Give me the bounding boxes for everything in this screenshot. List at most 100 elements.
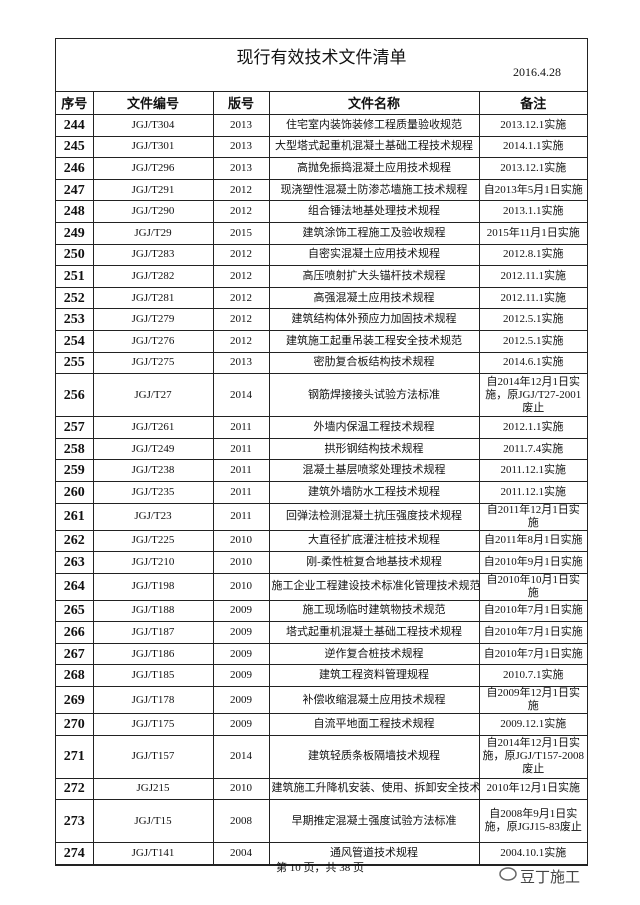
table-row: 273 JGJ/T15 2008 早期推定混凝土强度试验方法标准 自2008年9月1日实… [56, 799, 587, 844]
cell: JGJ/T290 [92, 200, 214, 223]
cell: 267 [56, 642, 94, 666]
cell: 施工企业工程建设技术标准化管理技术规范 [268, 572, 480, 601]
cell: JGJ/T27 [92, 373, 214, 418]
cell: 265 [56, 599, 94, 623]
cell: JGJ/T296 [92, 157, 214, 180]
cell: JGJ/T238 [92, 459, 214, 482]
cell: 2012.11.1实施 [478, 286, 587, 310]
table-row: 274 JGJ/T141 2004 通风管道技术规程 2004.10.1实施 [56, 842, 587, 865]
page-number: 第 10 页，共 38 页 [276, 862, 364, 874]
cell: JGJ/T249 [92, 437, 214, 461]
cell: 建筑施工起重吊装工程安全技术规范 [268, 329, 480, 353]
cell: JGJ215 [92, 777, 214, 801]
table-body: 244 JGJ/T304 2013 住宅室内装饰装修工程质量验收规范 2013.12.1… [56, 114, 587, 865]
cell: JGJ/T141 [92, 842, 214, 865]
cell: 自2014年12月1日实施，原JGJ/T27-2001废止 [478, 373, 587, 418]
cell: 大直径扩底灌注桩技术规程 [268, 529, 480, 553]
table-row: 262 JGJ/T225 2010 大直径扩底灌注桩技术规程 自2011年8月1日实施 [56, 529, 587, 553]
cell: 250 [56, 243, 94, 267]
cell: JGJ/T187 [92, 621, 214, 644]
cell: 建筑涂饰工程施工及验收规程 [268, 221, 480, 245]
cell: 2009 [212, 713, 270, 736]
cell: JGJ/T301 [92, 135, 214, 159]
table-row: 251 JGJ/T282 2012 高压喷射扩大头锚杆技术规程 2012.11.1实施 [56, 265, 587, 288]
cell: 2012 [212, 265, 270, 288]
cell: 补偿收缩混凝土应用技术规程 [268, 686, 480, 715]
cell: 2012 [212, 200, 270, 223]
cell: 262 [56, 529, 94, 553]
cell: 268 [56, 664, 94, 688]
cell: 2012.1.1实施 [478, 416, 587, 439]
cell: JGJ/T186 [92, 642, 214, 666]
cell: 混凝土基层喷浆处理技术规程 [268, 459, 480, 482]
cell: 住宅室内装饰装修工程质量验收规范 [268, 114, 480, 137]
cell: 密肋复合板结构技术规程 [268, 351, 480, 375]
table-row: 269 JGJ/T178 2009 补偿收缩混凝土应用技术规程 自2009年12月1日实… [56, 686, 587, 715]
cell: 2009 [212, 664, 270, 688]
cell: 2011 [212, 416, 270, 439]
cell: 2013.1.1实施 [478, 200, 587, 223]
cell: 2014 [212, 373, 270, 418]
cell: 251 [56, 265, 94, 288]
cell: 自2010年7月1日实施 [478, 599, 587, 623]
table-row: 253 JGJ/T279 2012 建筑结构体外预应力加固技术规程 2012.5.1实施 [56, 308, 587, 331]
table-row: 260 JGJ/T235 2011 建筑外墙防水工程技术规程 2011.12.1实施 [56, 480, 587, 504]
cell: 264 [56, 572, 94, 601]
table-row: 256 JGJ/T27 2014 钢筋焊接接头试验方法标准 自2014年12月1日实施，… [56, 373, 587, 418]
cell: 249 [56, 221, 94, 245]
cell: JGJ/T178 [92, 686, 214, 715]
cell: JGJ/T275 [92, 351, 214, 375]
cell: 自2010年9月1日实施 [478, 551, 587, 574]
cell: 2010 [212, 777, 270, 801]
table-row: 246 JGJ/T296 2013 高抛免振捣混凝土应用技术规程 2013.12.1实施 [56, 157, 587, 180]
cell: 248 [56, 200, 94, 223]
cell: 2014 [212, 734, 270, 779]
cell: 2012.5.1实施 [478, 329, 587, 353]
table-row: 247 JGJ/T291 2012 现浇塑性混凝土防渗芯墙施工技术规程 自2013年5月… [56, 178, 587, 202]
table-row: 268 JGJ/T185 2009 建筑工程资料管理规程 2010.7.1实施 [56, 664, 587, 688]
cell: 自2014年12月1日实施，原JGJ/T157-2008废止 [478, 734, 587, 779]
table-row: 272JGJ2152010建筑施工升降机安装、使用、拆卸安全技术规程2010年1… [56, 777, 587, 801]
cell: 2012 [212, 329, 270, 353]
cell: JGJ/T235 [92, 480, 214, 504]
cell: 通风管道技术规程 [268, 842, 480, 865]
watermark: 豆丁施工 [520, 868, 581, 886]
cell: 自2010年7月1日实施 [478, 642, 587, 666]
cell: JGJ/T283 [92, 243, 214, 267]
cell: 244 [56, 114, 94, 137]
cell: JGJ/T291 [92, 178, 214, 202]
cell: 建筑结构体外预应力加固技术规程 [268, 308, 480, 331]
cell: 自2013年5月1日实施 [478, 178, 587, 202]
cell: 自流平地面工程技术规程 [268, 713, 480, 736]
table-row: 270 JGJ/T175 2009 自流平地面工程技术规程 2009.12.1实施 [56, 713, 587, 736]
cell: JGJ/T261 [92, 416, 214, 439]
table: 序号 文件编号 版号 文件名称 备注 244 JGJ/T304 2013 住宅室内装饰装修工程… [56, 92, 587, 865]
cell: 早期推定混凝土强度试验方法标准 [268, 799, 480, 844]
cell: 自2010年7月1日实施 [478, 621, 587, 644]
cell: 2013.12.1实施 [478, 114, 587, 137]
table-row: 267 JGJ/T186 2009 逆作复合桩技术规程 自2010年7月1日实施 [56, 642, 587, 666]
cell: 254 [56, 329, 94, 353]
cell: 274 [56, 842, 94, 865]
cell: 2009 [212, 599, 270, 623]
cell: 258 [56, 437, 94, 461]
cell: 273 [56, 799, 94, 844]
cell: 自2011年12月1日实施 [478, 502, 587, 531]
cell: 高强混凝土应用技术规程 [268, 286, 480, 310]
table-row: 271 JGJ/T157 2014 建筑轻质条板隔墙技术规程 自2014年12月1日实施… [56, 734, 587, 779]
cell: 塔式起重机混凝土基础工程技术规程 [268, 621, 480, 644]
cell: 2013 [212, 351, 270, 375]
table-row: 266 JGJ/T187 2009 塔式起重机混凝土基础工程技术规程 自2010年7月1… [56, 621, 587, 644]
cell: 272 [56, 777, 94, 801]
table-row: 258 JGJ/T249 2011 拱形钢结构技术规程 2011.7.4实施 [56, 437, 587, 461]
cell: 2012 [212, 178, 270, 202]
column-header: 序号 [56, 92, 94, 115]
cell: 建筑外墙防水工程技术规程 [268, 480, 480, 504]
table-row: 245 JGJ/T301 2013 大型塔式起重机混凝土基础工程技术规程 2014.1.… [56, 135, 587, 159]
cell: 255 [56, 351, 94, 375]
cell: 2012.8.1实施 [478, 243, 587, 267]
cell: 266 [56, 621, 94, 644]
cell: 自2009年12月1日实施 [478, 686, 587, 715]
table-row: 244 JGJ/T304 2013 住宅室内装饰装修工程质量验收规范 2013.12.1… [56, 114, 587, 137]
